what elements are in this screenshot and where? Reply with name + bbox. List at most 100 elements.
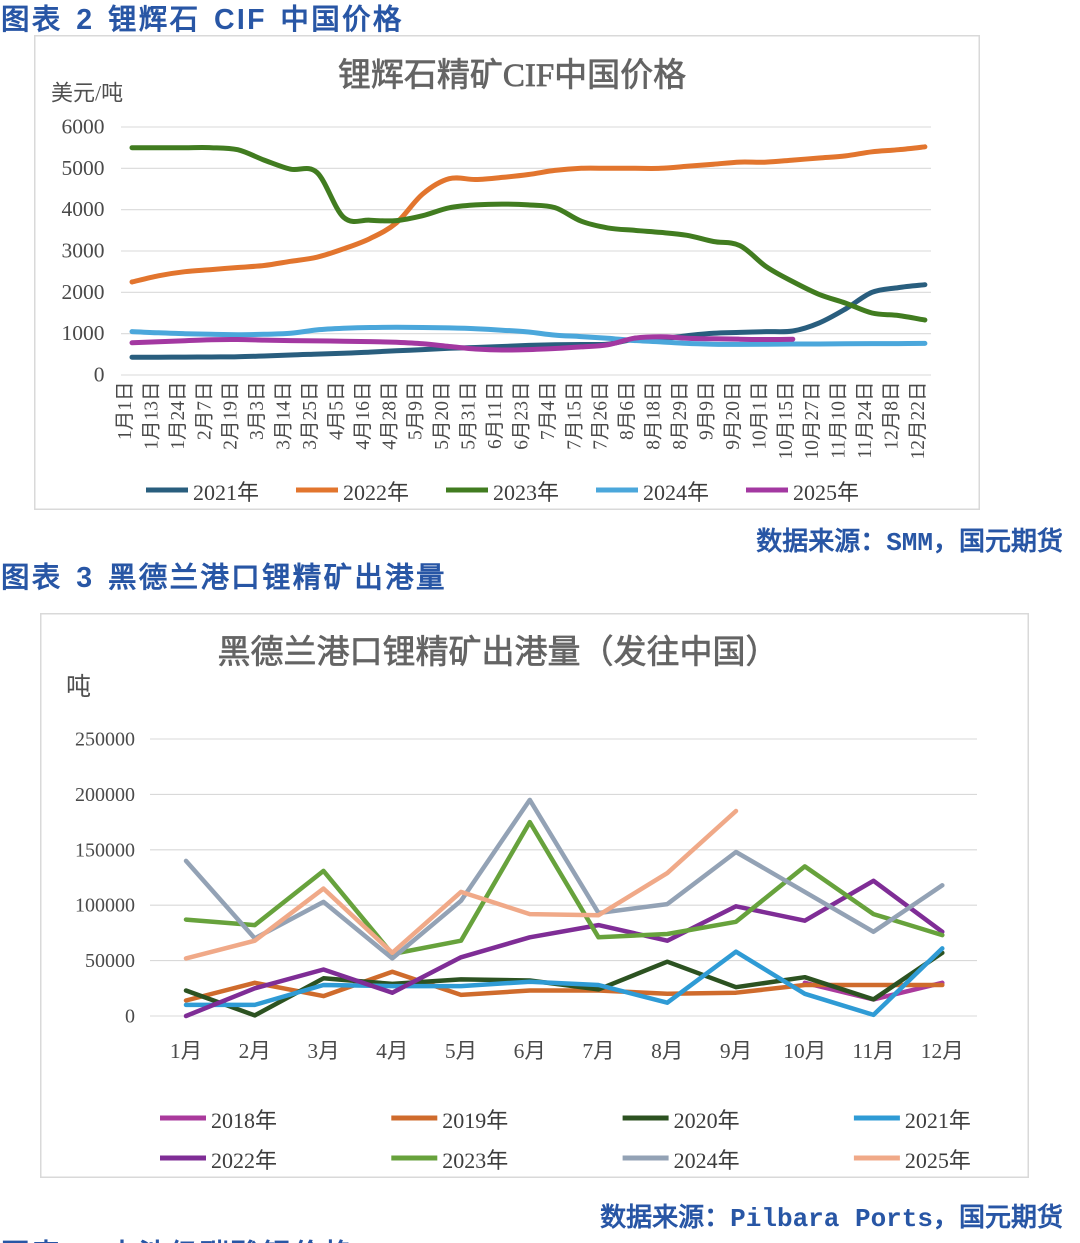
x-tick-label: 7月	[582, 1039, 614, 1063]
series-line-2022年	[183, 878, 945, 1019]
x-tick-label: 3月25日	[300, 382, 321, 450]
x-tick-label: 2月7日	[194, 382, 215, 441]
y-axis-labels: 0 1000 2000 3000 4000 5000 6000	[62, 115, 105, 387]
y-axis-unit-label: 吨	[66, 673, 91, 701]
x-tick-label: 4月5日	[326, 382, 347, 441]
y-tick-label: 250000	[75, 729, 135, 751]
x-tick-label: 7月26日	[591, 382, 612, 450]
series-line-2025年	[183, 808, 739, 961]
x-tick-label: 8月29日	[670, 382, 691, 450]
x-tick-label: 9月9日	[696, 382, 717, 441]
x-tick-label: 12月22日	[908, 382, 929, 460]
x-tick-label: 10月27日	[802, 382, 823, 460]
legend-label-2025年: 2025年	[905, 1148, 971, 1173]
x-tick-label: 6月23日	[511, 382, 532, 450]
series-line-2021年	[129, 282, 928, 360]
x-tick-label: 8月18日	[644, 382, 665, 450]
figure3-data-source: 数据来源：Pilbara Ports，国元期货	[600, 1204, 1063, 1234]
y-tick-label: 50000	[85, 950, 135, 972]
x-tick-label: 12月	[921, 1039, 964, 1063]
x-tick-label: 4月28日	[379, 382, 400, 450]
y-tick-label: 200000	[75, 784, 135, 806]
y-tick-label: 1000	[62, 321, 105, 345]
figure4-caption-cutoff: 图表 4 电池级碳酸锂价格	[1, 1239, 354, 1243]
y-axis-labels: 0 50000 100000 150000 200000 250000	[75, 729, 135, 1028]
x-axis-labels: 1月 2月 3月 4月 5月 6月 7月 8月 9月 10月 11月 12月	[170, 1039, 964, 1063]
x-tick-label: 1月24日	[168, 382, 189, 450]
y-tick-label: 100000	[75, 895, 135, 917]
series-line-2024年	[129, 324, 928, 347]
x-tick-label: 11月	[852, 1039, 894, 1063]
x-tick-label: 9月	[720, 1039, 752, 1063]
chart-border	[34, 35, 980, 510]
legend-label-2023年: 2023年	[493, 480, 559, 505]
port-hedland-shipments-chart: 0 50000 100000 150000 200000 250000 黑德兰港口锂精矿出港…	[40, 613, 1029, 1178]
x-tick-label: 10月1日	[749, 382, 770, 450]
series-line-2025年	[129, 334, 796, 353]
legend: 2021年 2022年 2023年 2024年 2025年	[146, 480, 859, 505]
x-tick-label: 7月15日	[564, 382, 585, 450]
series-line-2023年	[183, 819, 945, 957]
x-tick-label: 3月	[307, 1039, 339, 1063]
series-line-2021年	[183, 946, 945, 1018]
y-tick-label: 3000	[62, 239, 105, 263]
series-line-2024年	[183, 797, 945, 961]
x-tick-label: 5月	[445, 1039, 477, 1063]
x-tick-label: 5月9日	[406, 382, 427, 441]
x-tick-label: 1月	[170, 1039, 202, 1063]
gridlines	[150, 738, 977, 1017]
legend-label-2022年: 2022年	[343, 480, 409, 505]
x-tick-label: 5月20日	[432, 382, 453, 450]
legend-label-2024年: 2024年	[643, 480, 709, 505]
x-tick-label: 9月20日	[723, 382, 744, 450]
y-tick-label: 2000	[62, 280, 105, 304]
x-tick-label: 10月	[783, 1039, 826, 1063]
figure2-caption: 图表 2 锂辉石 CIF 中国价格	[1, 4, 404, 36]
x-tick-label: 12月8日	[881, 382, 902, 450]
legend-label-2018年: 2018年	[211, 1108, 277, 1133]
x-tick-label: 8月	[651, 1039, 683, 1063]
legend-label-2020年: 2020年	[674, 1108, 740, 1133]
legend-label-2024年: 2024年	[674, 1148, 740, 1173]
x-tick-label: 5月31日	[459, 381, 480, 449]
legend-label-2025年: 2025年	[793, 480, 859, 505]
chart-border	[40, 613, 1029, 1178]
legend-label-2023年: 2023年	[442, 1148, 508, 1173]
x-tick-label: 1月13日	[141, 382, 162, 450]
y-tick-label: 6000	[62, 115, 105, 139]
x-tick-label: 6月	[514, 1039, 546, 1063]
chart-title: 锂辉石精矿CIF中国价格	[338, 57, 686, 94]
x-tick-label: 8月6日	[617, 382, 638, 441]
series-line-2022年	[129, 144, 928, 285]
x-tick-label: 3月14日	[274, 382, 295, 450]
series-line-2023年	[129, 145, 928, 323]
legend-label-2019年: 2019年	[442, 1108, 508, 1133]
x-tick-label: 11月24日	[855, 382, 876, 459]
series-line-2019年	[183, 969, 945, 1003]
x-tick-label: 10月15日	[776, 382, 797, 460]
y-axis-unit-label: 美元/吨	[51, 81, 123, 106]
x-tick-label: 1月1日	[115, 382, 136, 441]
x-tick-label: 2月	[239, 1039, 271, 1063]
spodumene-cif-price-chart: 0 1000 2000 3000 4000 5000 6000 锂辉石精矿CIF中国价格美元/…	[34, 35, 980, 510]
y-tick-label: 4000	[62, 197, 105, 221]
legend-label-2021年: 2021年	[905, 1108, 971, 1133]
chart-title: 黑德兰港口锂精矿出港量（发往中国）	[218, 634, 779, 671]
x-tick-label: 3月3日	[247, 382, 268, 441]
y-tick-label: 150000	[75, 839, 135, 861]
figure3-caption: 图表 3 黑德兰港口锂精矿出港量	[1, 562, 447, 594]
x-axis-labels: 1月1日 1月13日 1月24日 2月7日 2月19日 3月3日 3月14日 3月25日 4月5…	[115, 381, 929, 459]
y-tick-label: 5000	[62, 156, 105, 180]
x-tick-label: 2月19日	[221, 382, 242, 450]
x-tick-label: 6月11日	[485, 382, 506, 450]
x-tick-label: 4月16日	[353, 382, 374, 450]
legend: 2018年 2019年 2020年 2021年 2022年 2023年 2024年 2025年	[160, 1108, 971, 1173]
legend-label-2021年: 2021年	[193, 480, 259, 505]
y-tick-label: 0	[125, 1006, 135, 1028]
x-tick-label: 4月	[376, 1039, 408, 1063]
x-tick-label: 11月10日	[829, 382, 850, 459]
legend-label-2022年: 2022年	[211, 1148, 277, 1173]
figure2-data-source: 数据来源：SMM，国元期货	[756, 528, 1063, 558]
x-tick-label: 7月4日	[538, 382, 559, 441]
